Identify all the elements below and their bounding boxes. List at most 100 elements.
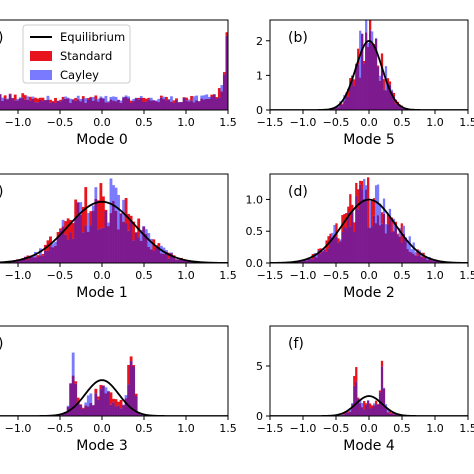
standard-bar <box>99 183 103 229</box>
cayley-bar <box>384 404 388 408</box>
overlap-bar <box>59 101 62 110</box>
cayley-bar <box>370 31 374 45</box>
cayley-bar <box>79 202 83 215</box>
overlap-bar <box>134 232 138 263</box>
cayley-bar <box>79 99 83 102</box>
overlap-bar <box>220 91 224 110</box>
standard-bar <box>388 411 392 414</box>
overlap-bar <box>197 101 201 110</box>
cayley-bar <box>406 240 409 250</box>
standard-bar <box>81 206 85 233</box>
overlap-bar <box>86 99 90 110</box>
overlap-bar <box>71 238 75 263</box>
cayley-bar <box>64 96 68 99</box>
cayley-bar <box>31 96 35 99</box>
x-axis-label: Mode 2 <box>343 285 395 301</box>
cayley-bar <box>376 184 380 216</box>
standard-bar <box>142 97 146 102</box>
standard-bar <box>376 65 380 67</box>
legend-label: Standard <box>60 49 112 63</box>
overlap-bar <box>341 414 344 416</box>
standard-bar <box>49 99 52 103</box>
overlap-bar <box>398 105 401 110</box>
overlap-bar <box>212 94 216 110</box>
cayley-bar <box>333 224 336 236</box>
overlap-bar <box>69 383 73 416</box>
overlap-bar <box>107 102 110 110</box>
cayley-bar <box>418 250 421 253</box>
overlap-bar <box>31 257 35 263</box>
overlap-bar <box>132 101 136 110</box>
standard-bar <box>51 101 55 102</box>
equilibrium-curve <box>270 40 468 110</box>
standard-bar <box>104 209 108 212</box>
cayley-bar <box>363 178 366 200</box>
x-tick-label: 1.5 <box>459 116 474 129</box>
overlap-bar <box>167 258 171 263</box>
cayley-bar <box>112 185 115 201</box>
overlap-bar <box>28 100 32 110</box>
overlap-bar <box>402 233 405 263</box>
x-axis-label: Mode 4 <box>343 438 395 454</box>
cayley-bar <box>109 96 113 100</box>
overlap-bar <box>139 414 143 416</box>
overlap-bar <box>44 100 47 110</box>
standard-bar <box>129 100 133 103</box>
cayley-bar <box>205 94 209 100</box>
cayley-bar <box>195 95 199 101</box>
cayley-bar <box>26 96 30 100</box>
standard-bar <box>347 411 350 413</box>
cayley-bar <box>149 238 153 250</box>
overlap-bar <box>394 414 398 416</box>
overlap-bar <box>114 101 118 110</box>
overlap-bar <box>386 83 390 110</box>
standard-bar <box>66 218 70 240</box>
standard-bar <box>76 397 80 405</box>
overlap-bar <box>41 255 45 263</box>
cayley-bar <box>91 96 95 101</box>
standard-bar <box>215 97 219 99</box>
overlap-bar <box>139 98 143 110</box>
overlap-bar <box>41 101 45 110</box>
overlap-bar <box>165 251 168 263</box>
cayley-bar <box>202 95 206 100</box>
standard-bar <box>21 93 25 98</box>
overlap-bar <box>134 98 138 110</box>
overlap-bar <box>388 413 392 416</box>
cayley-bar <box>1 97 5 101</box>
x-tick-label: 0.5 <box>135 269 153 282</box>
cayley-bar <box>66 405 70 408</box>
cayley-bar <box>388 208 392 217</box>
overlap-bar <box>107 226 110 263</box>
overlap-bar <box>185 260 188 263</box>
x-tick-label: 0.0 <box>93 422 111 435</box>
standard-bar <box>396 233 399 236</box>
overlap-bar <box>367 46 370 110</box>
standard-bar <box>74 97 78 101</box>
panel-label: ) <box>0 184 3 200</box>
overlap-bar <box>124 96 128 110</box>
cayley-bar <box>315 253 318 258</box>
x-tick-label: −0.5 <box>323 269 350 282</box>
overlap-bar <box>382 388 386 416</box>
overlap-bar <box>157 102 161 110</box>
overlap-bar <box>311 259 314 263</box>
x-tick-label: 0.0 <box>93 269 111 282</box>
cayley-bar <box>86 395 90 407</box>
standard-bar <box>36 98 40 103</box>
overlap-bar <box>361 407 364 416</box>
overlap-bar <box>102 98 105 110</box>
standard-bar <box>372 198 376 216</box>
panel-3: −1.5 −1.0 −0.5 0.0 0.5 1.0 1.5 0.0 0.5 1.0 Mode 2 (… <box>246 173 474 301</box>
overlap-bar <box>374 38 378 110</box>
histogram-bars <box>299 360 437 416</box>
overlap-bar <box>195 100 199 110</box>
overlap-bar <box>84 405 88 416</box>
overlap-bar <box>345 94 348 110</box>
overlap-bar <box>384 233 388 263</box>
standard-bar <box>49 236 52 247</box>
overlap-bar <box>388 84 392 110</box>
equilibrium-curve <box>0 200 228 263</box>
overlap-bar <box>54 102 57 110</box>
standard-bar <box>357 189 360 210</box>
